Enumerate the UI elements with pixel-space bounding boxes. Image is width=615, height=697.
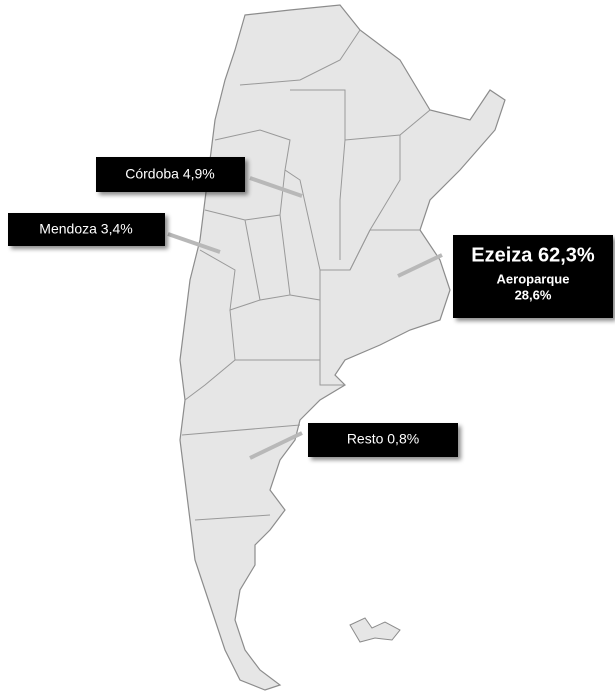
label: Mendoza 3,4% bbox=[39, 221, 132, 237]
label: Aeroparque bbox=[497, 271, 570, 286]
label-box bbox=[96, 157, 245, 192]
label-box bbox=[453, 235, 613, 318]
label-box bbox=[308, 423, 458, 457]
label-box bbox=[8, 213, 165, 246]
label: Ezeiza 62,3% bbox=[471, 244, 595, 266]
country-outline bbox=[179, 4, 506, 691]
province-borders bbox=[181, 29, 431, 521]
leader-line bbox=[249, 176, 303, 198]
leader-line bbox=[397, 253, 443, 278]
islands bbox=[349, 617, 401, 643]
label: Resto 0,8% bbox=[347, 431, 419, 447]
leader-line bbox=[167, 232, 221, 254]
label: Córdoba 4,9% bbox=[125, 166, 215, 182]
label: 28,6% bbox=[515, 287, 552, 302]
leader-line bbox=[249, 431, 303, 460]
